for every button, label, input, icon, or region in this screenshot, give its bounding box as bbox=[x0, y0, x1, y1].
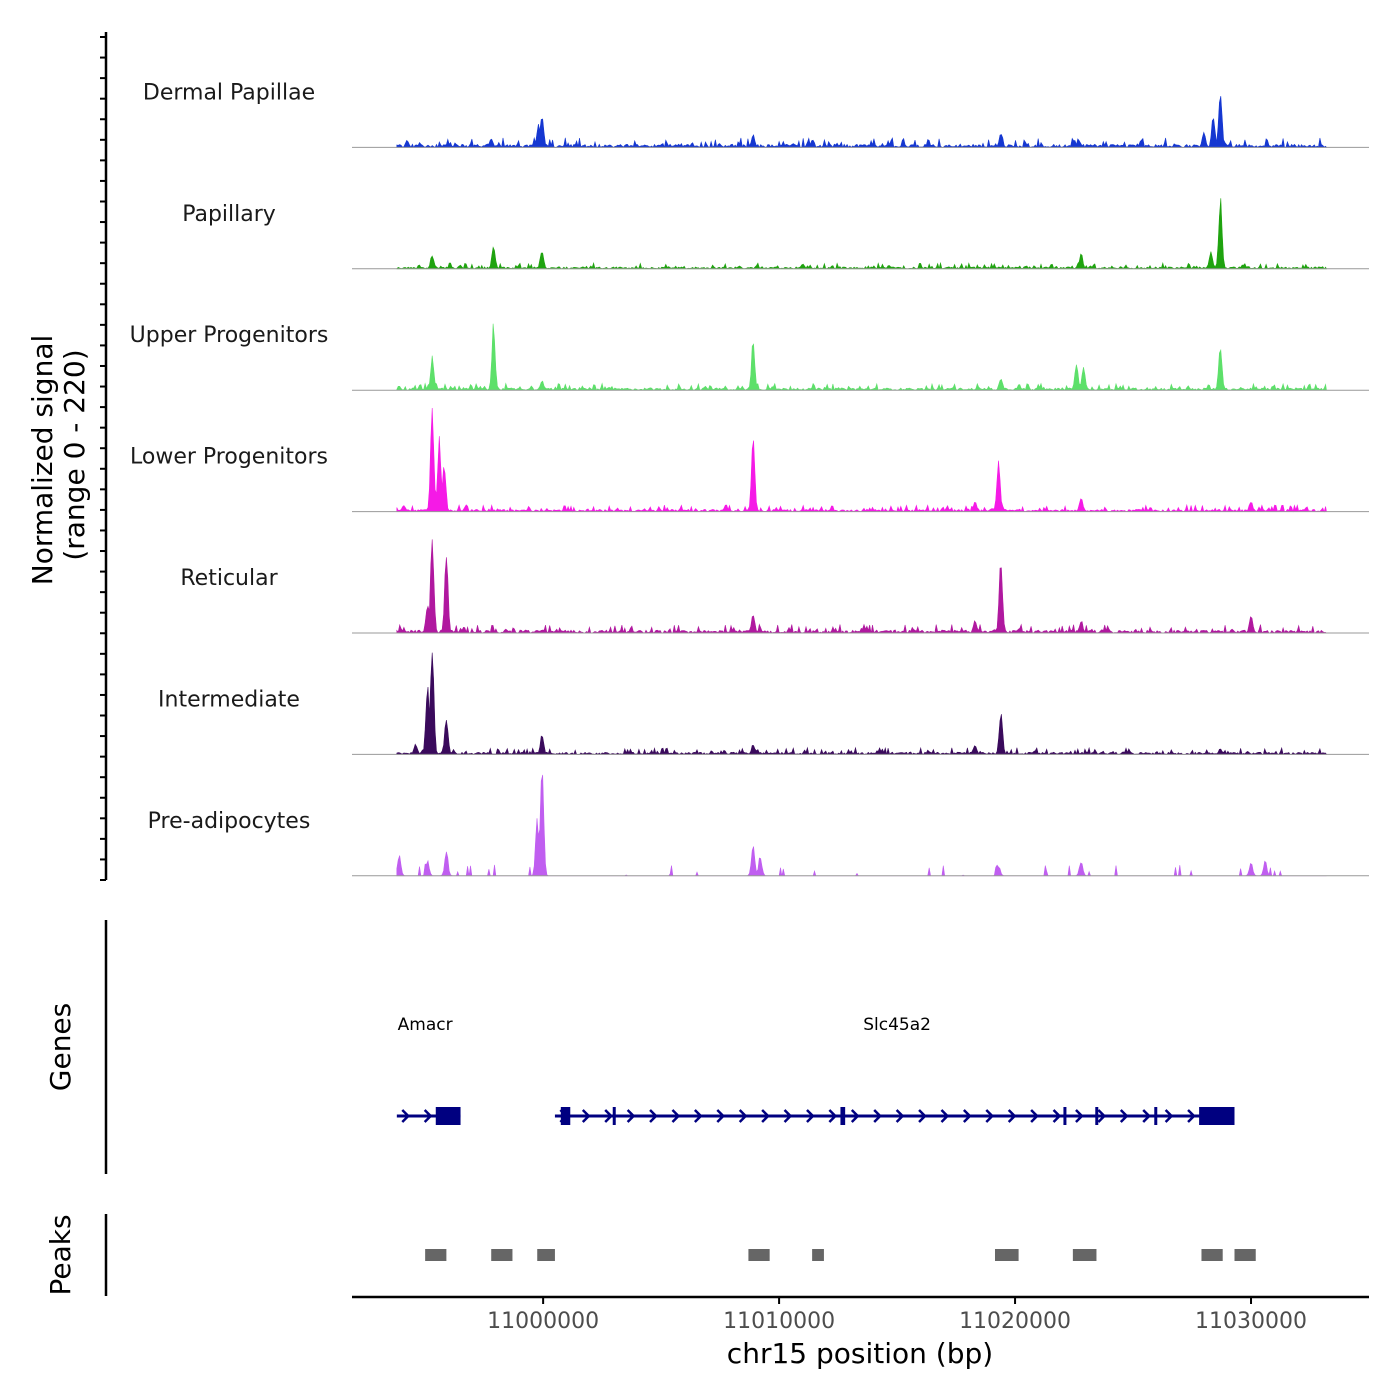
strand-arrow bbox=[850, 1109, 860, 1123]
coverage-area bbox=[396, 198, 1328, 270]
peak-region bbox=[748, 1249, 770, 1261]
track-label: Intermediate bbox=[158, 687, 300, 712]
exon bbox=[435, 1107, 461, 1125]
strand-arrow bbox=[649, 1109, 658, 1123]
genes-panel: Amacr Slc45a2 bbox=[104, 920, 1235, 1174]
peak-region bbox=[1072, 1249, 1097, 1261]
gene-label: Amacr bbox=[398, 1015, 453, 1035]
track-label: Upper Progenitors bbox=[130, 323, 329, 348]
exon bbox=[1199, 1107, 1235, 1125]
coverage-area bbox=[396, 652, 1328, 756]
strand-arrow bbox=[401, 1109, 411, 1123]
exon bbox=[840, 1107, 846, 1125]
strand-arrow bbox=[895, 1109, 905, 1123]
peak-region bbox=[425, 1249, 447, 1261]
strand-arrow bbox=[604, 1109, 613, 1123]
track-label: Dermal Papillae bbox=[143, 80, 315, 105]
strand-arrow bbox=[761, 1109, 770, 1123]
strand-arrow bbox=[716, 1109, 726, 1123]
strand-arrow bbox=[423, 1109, 433, 1123]
gene-label: Slc45a2 bbox=[863, 1015, 931, 1035]
exon bbox=[612, 1107, 616, 1125]
x-tick-label: 11030000 bbox=[1195, 1309, 1307, 1334]
x-axis: 11000000 11010000 11020000 11030000 bbox=[352, 1295, 1369, 1334]
strand-arrow bbox=[806, 1109, 815, 1123]
strand-arrow bbox=[626, 1109, 636, 1123]
coverage-area bbox=[396, 774, 1327, 877]
exon bbox=[1063, 1107, 1067, 1125]
peaks-panel-label: Peaks bbox=[44, 1214, 77, 1295]
coverage-area bbox=[396, 539, 1328, 634]
coverage-area bbox=[396, 323, 1327, 391]
strand-arrow bbox=[1075, 1109, 1084, 1123]
strand-arrow bbox=[581, 1109, 591, 1123]
y-axis-title: Normalized signal bbox=[26, 335, 59, 586]
peak-region bbox=[1234, 1249, 1256, 1261]
peak-region bbox=[537, 1249, 555, 1261]
x-tick-label: 11010000 bbox=[723, 1309, 835, 1334]
strand-arrow bbox=[1030, 1109, 1039, 1123]
strand-arrow bbox=[1097, 1109, 1107, 1123]
x-tick-label: 11020000 bbox=[959, 1309, 1071, 1334]
strand-arrow bbox=[783, 1109, 793, 1123]
strand-arrow bbox=[1187, 1109, 1196, 1123]
peak-region bbox=[812, 1249, 824, 1261]
genes-panel-label: Genes bbox=[44, 1003, 77, 1091]
peak-region bbox=[994, 1249, 1019, 1261]
strand-arrow bbox=[1052, 1109, 1062, 1123]
peak-region bbox=[491, 1249, 513, 1261]
strand-arrow bbox=[671, 1109, 681, 1123]
peak-region bbox=[1201, 1249, 1223, 1261]
track-label: Lower Progenitors bbox=[130, 445, 328, 470]
peaks-panel bbox=[104, 1214, 1256, 1296]
strand-arrow bbox=[738, 1109, 748, 1123]
track-label: Papillary bbox=[182, 202, 276, 227]
coverage-area bbox=[396, 96, 1328, 149]
strand-arrow bbox=[985, 1109, 995, 1123]
x-tick-label: 11000000 bbox=[487, 1309, 599, 1334]
track-label: Reticular bbox=[180, 566, 278, 591]
strand-arrow bbox=[828, 1109, 838, 1123]
strand-arrow bbox=[962, 1109, 972, 1123]
exon bbox=[560, 1107, 571, 1125]
coverage-panel: Dermal Papillae Papillary Upper Progenitor… bbox=[100, 32, 1369, 881]
strand-arrow bbox=[1007, 1109, 1017, 1123]
strand-arrow bbox=[873, 1109, 882, 1123]
strand-arrow bbox=[1164, 1109, 1174, 1123]
strand-arrow bbox=[693, 1109, 703, 1123]
strand-arrow bbox=[918, 1109, 927, 1123]
strand-arrow bbox=[1142, 1109, 1151, 1123]
y-axis-range: (range 0 - 220) bbox=[58, 349, 91, 560]
strand-arrow bbox=[940, 1109, 950, 1123]
exon bbox=[1154, 1107, 1158, 1125]
coverage-area bbox=[396, 407, 1327, 513]
x-axis-title: chr15 position (bp) bbox=[727, 1337, 993, 1370]
strand-arrow bbox=[1119, 1109, 1129, 1123]
exon bbox=[1095, 1107, 1099, 1125]
track-label: Pre-adipocytes bbox=[148, 809, 311, 834]
